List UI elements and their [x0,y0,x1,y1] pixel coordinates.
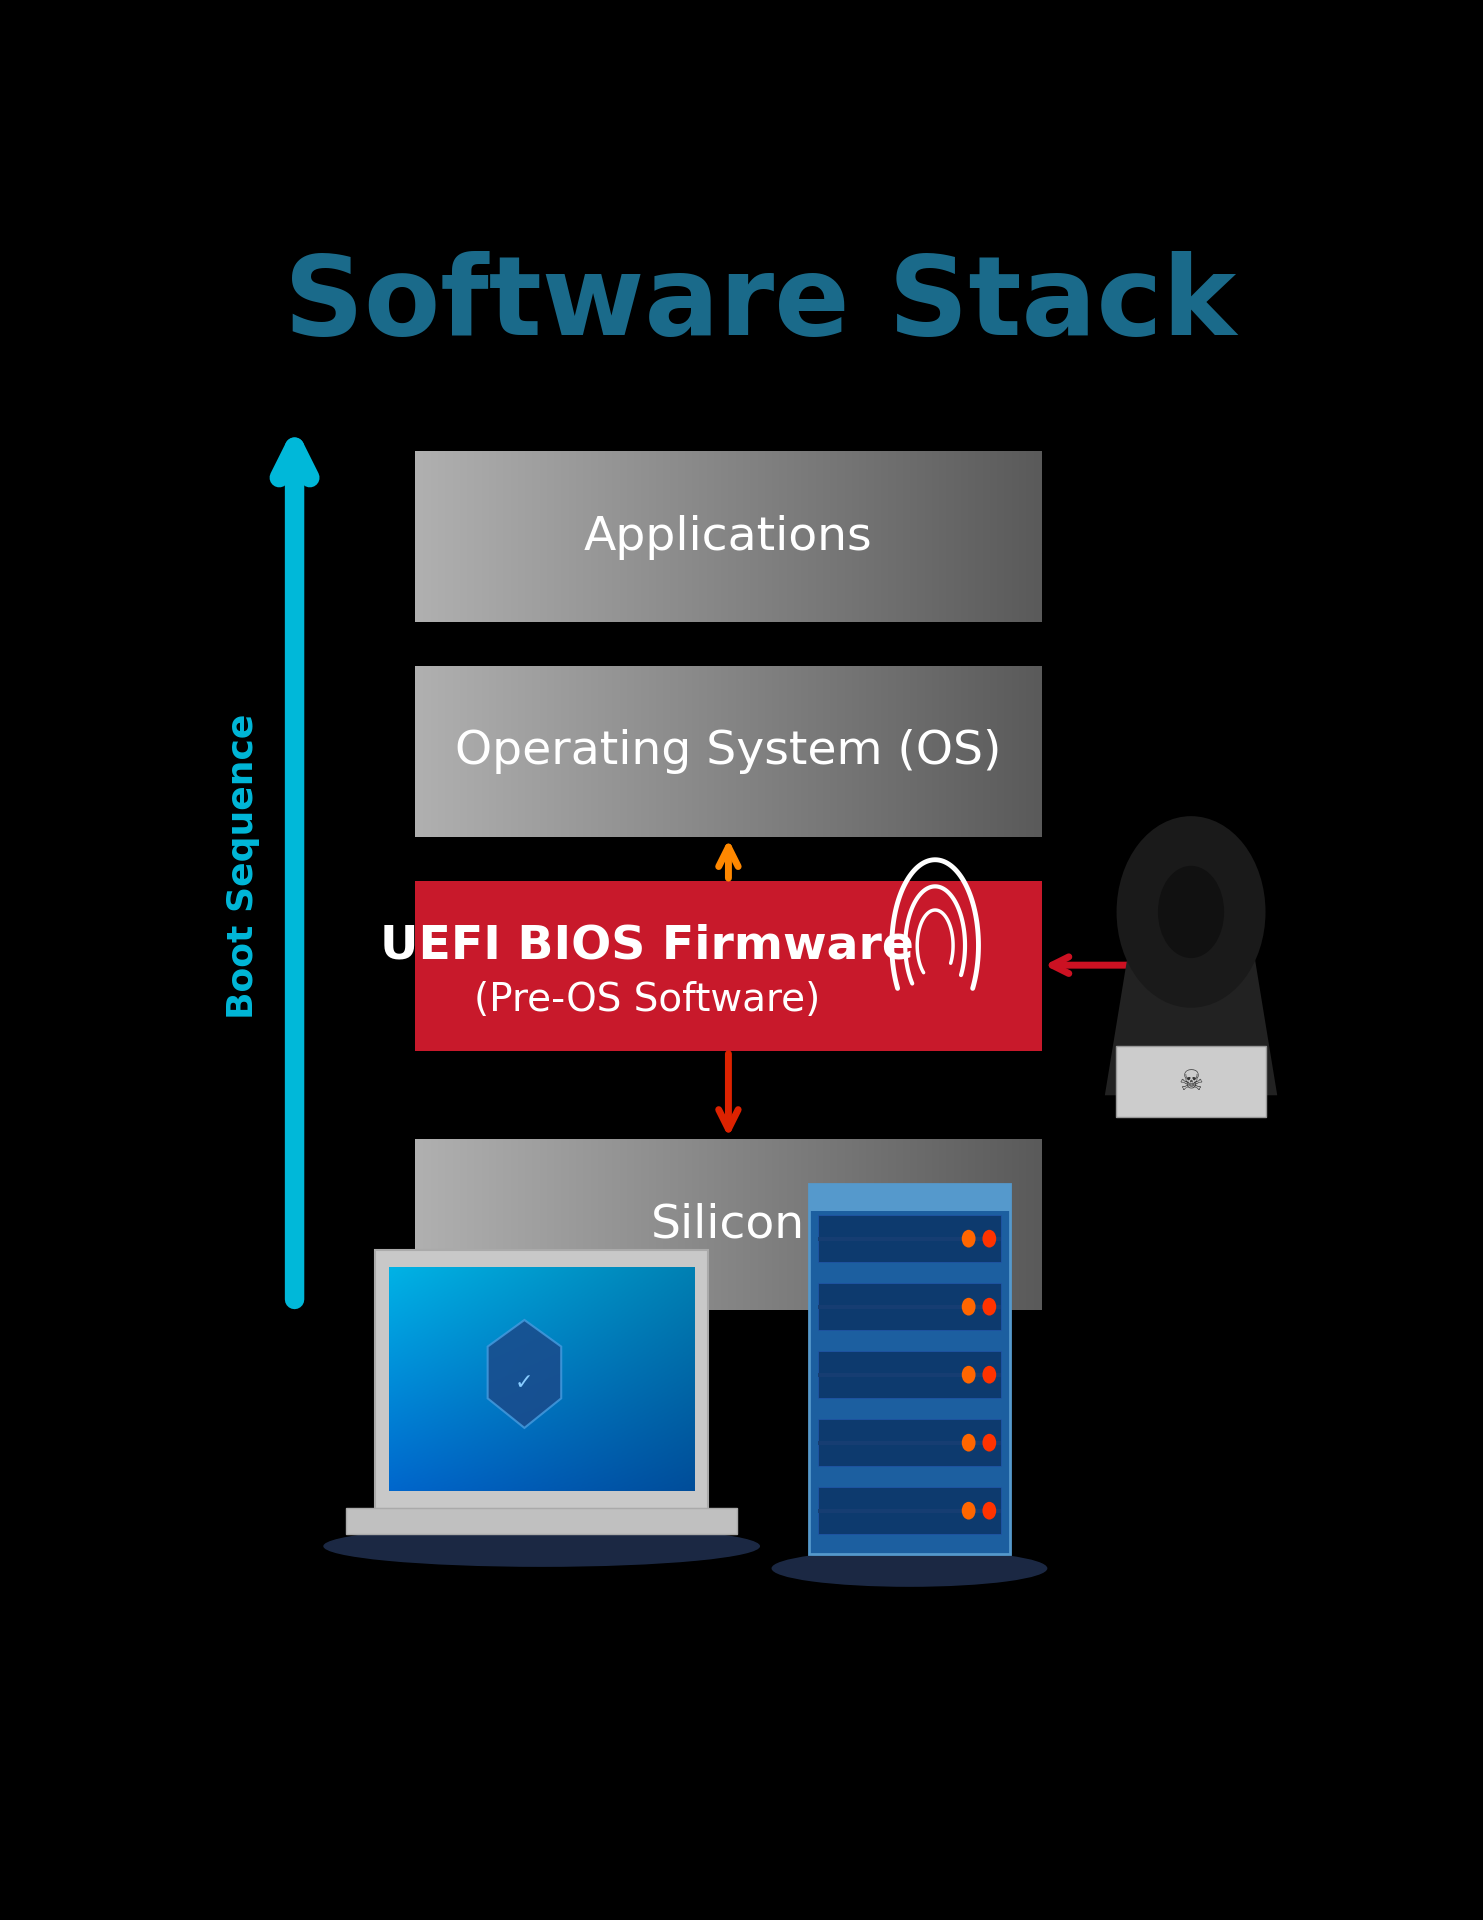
Bar [819,1509,1001,1513]
Text: ☠: ☠ [1179,1068,1204,1096]
Bar [819,1440,1001,1446]
Bar [819,1486,1001,1534]
Bar [808,1185,1010,1553]
Circle shape [962,1231,976,1248]
Bar [1117,1046,1266,1117]
Circle shape [1117,816,1265,1008]
Polygon shape [488,1319,561,1428]
Circle shape [982,1365,997,1384]
Text: Boot Sequence: Boot Sequence [225,714,260,1020]
Circle shape [962,1365,976,1384]
Bar [819,1419,1001,1467]
Bar [819,1215,1001,1261]
Text: Silicon: Silicon [651,1202,805,1248]
Bar [808,1185,1010,1212]
Circle shape [982,1298,997,1315]
Circle shape [982,1501,997,1519]
Bar [375,1250,709,1509]
Polygon shape [1105,954,1277,1094]
Circle shape [982,1434,997,1452]
Bar [819,1236,1001,1240]
Ellipse shape [1158,866,1223,958]
Circle shape [962,1298,976,1315]
Bar [819,1373,1001,1377]
Bar [415,881,1041,1050]
Circle shape [982,1231,997,1248]
Text: Operating System (OS): Operating System (OS) [455,730,1001,774]
Bar [819,1352,1001,1398]
Bar [819,1304,1001,1309]
Text: ✓: ✓ [515,1373,534,1394]
Text: Software Stack: Software Stack [283,252,1237,357]
Circle shape [962,1501,976,1519]
Bar [347,1507,737,1534]
Ellipse shape [771,1549,1047,1586]
Circle shape [962,1434,976,1452]
Bar [819,1283,1001,1331]
Text: (Pre-OS Software): (Pre-OS Software) [475,981,820,1020]
Text: Applications: Applications [584,515,872,559]
Text: UEFI BIOS Firmware: UEFI BIOS Firmware [380,924,914,968]
Ellipse shape [323,1526,759,1567]
